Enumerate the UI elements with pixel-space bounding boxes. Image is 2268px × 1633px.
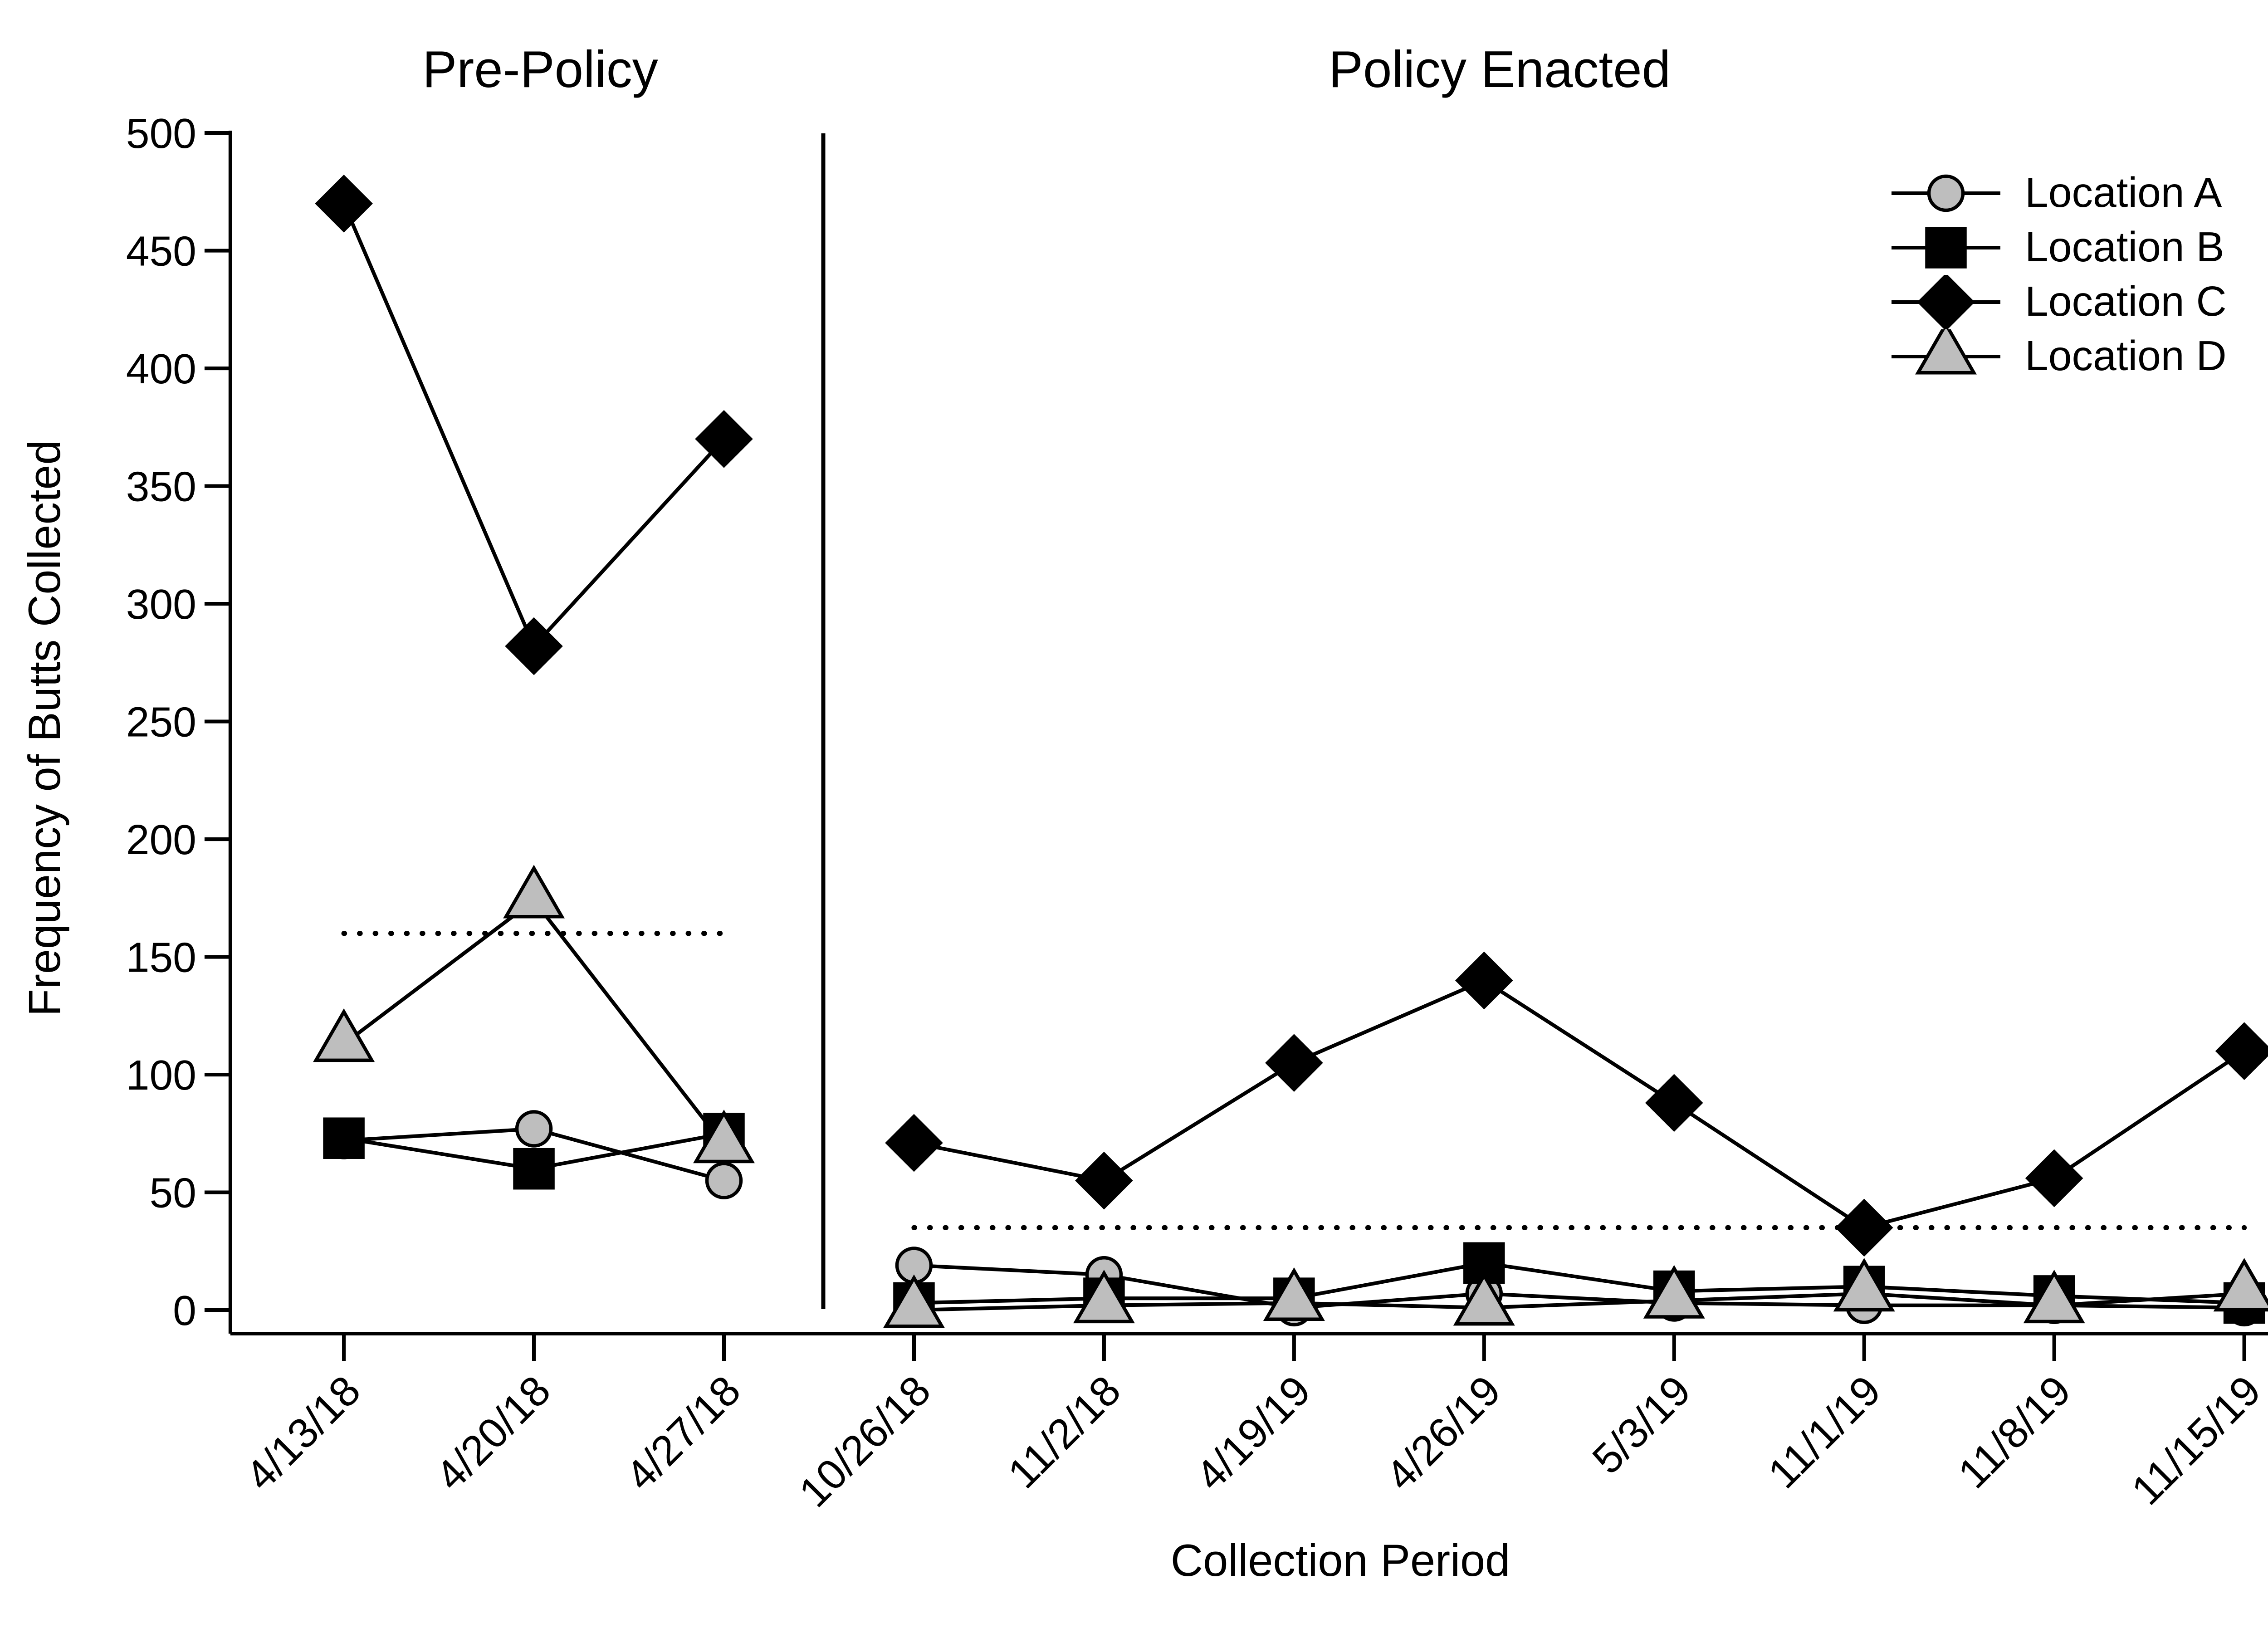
svg-text:4/19/19: 4/19/19 (1187, 1367, 1320, 1500)
svg-text:450: 450 (126, 228, 196, 275)
y-axis-title: Frequency of Butts Collected (19, 440, 69, 1017)
circle-marker-icon (1892, 174, 2000, 212)
x-axis-title: Collection Period (1170, 1535, 1510, 1585)
svg-text:50: 50 (149, 1169, 196, 1217)
legend-item-location-d: Location D (1889, 329, 2227, 384)
policy-enacted-panel-title: Policy Enacted (1328, 42, 1671, 99)
legend: Location A Location B Location C Locatio… (1889, 166, 2227, 384)
svg-text:400: 400 (126, 345, 196, 392)
svg-text:100: 100 (126, 1051, 196, 1099)
legend-label: Location A (2025, 169, 2222, 216)
legend-item-location-c: Location C (1889, 275, 2227, 329)
diamond-marker-icon (1892, 275, 2000, 329)
legend-label: Location C (2025, 278, 2227, 325)
svg-text:150: 150 (126, 934, 196, 981)
svg-text:350: 350 (126, 463, 196, 510)
triangle-marker-icon (1892, 329, 2000, 375)
svg-text:11/1/19: 11/1/19 (1759, 1367, 1890, 1497)
legend-item-location-b: Location B (1889, 220, 2227, 275)
square-marker-icon (1892, 227, 2000, 269)
pre-policy-panel-title: Pre-Policy (422, 42, 658, 99)
svg-text:250: 250 (126, 699, 196, 746)
svg-text:4/13/18: 4/13/18 (236, 1367, 369, 1500)
svg-text:500: 500 (126, 110, 196, 157)
svg-text:5/3/19: 5/3/19 (1584, 1367, 1700, 1483)
svg-text:0: 0 (173, 1287, 196, 1334)
svg-text:300: 300 (126, 581, 196, 628)
svg-text:10/26/18: 10/26/18 (790, 1367, 940, 1516)
svg-text:4/27/18: 4/27/18 (616, 1367, 749, 1500)
svg-text:11/2/18: 11/2/18 (999, 1367, 1129, 1497)
svg-text:4/26/19: 4/26/19 (1377, 1367, 1510, 1500)
svg-text:200: 200 (126, 816, 196, 863)
svg-text:11/8/19: 11/8/19 (1949, 1367, 2080, 1497)
legend-label: Location B (2025, 223, 2224, 271)
legend-item-location-a: Location A (1889, 166, 2227, 220)
legend-label: Location D (2025, 332, 2227, 380)
svg-text:4/20/18: 4/20/18 (426, 1367, 559, 1500)
svg-text:11/15/19: 11/15/19 (2122, 1367, 2268, 1514)
